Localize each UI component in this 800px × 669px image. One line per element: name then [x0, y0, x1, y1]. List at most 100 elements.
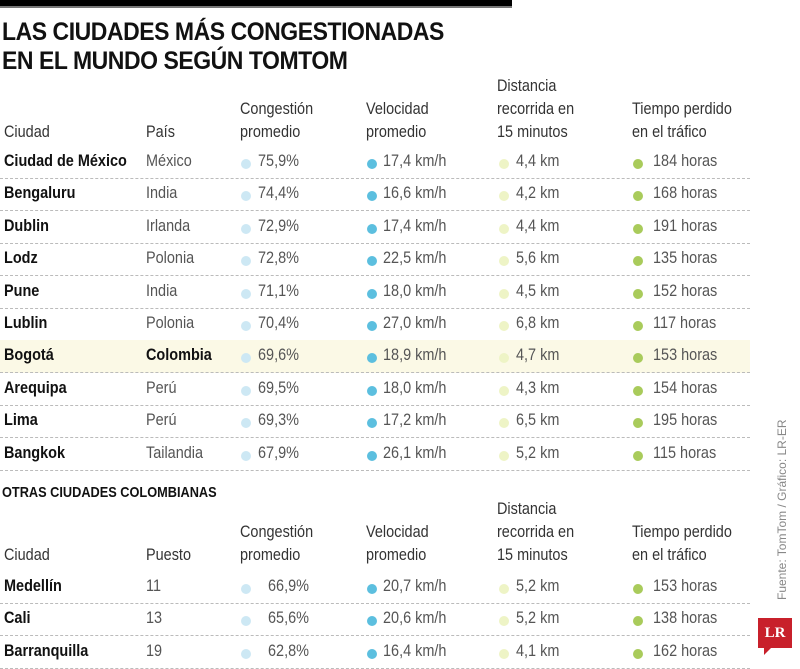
time-dot-icon: [633, 450, 643, 461]
header-velocity: Velocidad promedio: [366, 99, 429, 141]
velocity-value: 26,1 km/h: [383, 442, 447, 462]
distance-value: 6,8 km: [516, 313, 560, 332]
second-col: Perú: [146, 377, 177, 397]
time-lost-value: 168 horas: [653, 183, 718, 203]
time-dot-icon: [633, 223, 643, 234]
time-dot-icon: [633, 353, 643, 364]
velocity-dot-icon: [367, 418, 377, 429]
velocity-dot-icon: [367, 584, 377, 594]
congestion-value: 67,9%: [258, 442, 299, 462]
congestion-value: 71,1%: [258, 280, 299, 300]
velocity-dot-icon: [367, 450, 377, 461]
table-row: Lodz Polonia 72,8% 22,5 km/h 5,6 km 135 horas: [0, 243, 750, 277]
city-name: Cali: [4, 608, 31, 628]
congestion-value: 69,5%: [258, 377, 299, 397]
distance-value: 4,2 km: [516, 183, 560, 203]
distance-value: 5,6 km: [516, 248, 560, 268]
second-col: Colombia: [146, 345, 212, 365]
time-lost-value: 191 horas: [653, 215, 718, 235]
header-second: País: [146, 122, 175, 141]
congestion-dot-icon: [241, 616, 251, 627]
header-velocity: Velocidad promedio: [366, 522, 429, 564]
distance-value: 5,2 km: [516, 442, 560, 462]
table-row: Dublin Irlanda 72,9% 17,4 km/h 4,4 km 191 hor…: [0, 211, 750, 244]
city-name: Dublin: [4, 215, 49, 235]
velocity-value: 18,9 km/h: [383, 345, 447, 365]
time-lost-value: 195 horas: [653, 410, 718, 430]
distance-dot-icon: [499, 159, 509, 169]
velocity-value: 22,5 km/h: [383, 248, 447, 268]
velocity-dot-icon: [367, 223, 377, 234]
header-city: Ciudad: [4, 122, 50, 141]
table-row: Bangkok Tailandia 67,9% 26,1 km/h 5,2 km 115 …: [0, 438, 750, 471]
second-col: Irlanda: [146, 215, 191, 235]
time-lost-value: 152 horas: [653, 280, 718, 300]
time-lost-value: 138 horas: [653, 608, 718, 628]
time-lost-value: 117 horas: [653, 313, 717, 332]
city-name: Bengaluru: [4, 183, 76, 203]
velocity-value: 18,0 km/h: [383, 280, 447, 300]
distance-value: 4,7 km: [516, 345, 560, 365]
congestion-value: 72,9%: [258, 215, 299, 235]
second-col: Perú: [146, 410, 177, 430]
distance-dot-icon: [499, 418, 509, 429]
time-lost-value: 162 horas: [653, 640, 718, 660]
velocity-value: 17,4 km/h: [383, 215, 447, 235]
velocity-value: 16,4 km/h: [383, 640, 447, 660]
congestion-value: 75,9%: [258, 151, 299, 170]
second-col: India: [146, 183, 178, 203]
header-city: Ciudad: [4, 545, 50, 564]
second-col: Polonia: [146, 248, 195, 268]
distance-dot-icon: [499, 191, 509, 202]
second-col: Tailandia: [146, 442, 204, 462]
distance-dot-icon: [499, 450, 509, 461]
city-name: Lodz: [4, 248, 38, 268]
second-col: Polonia: [146, 313, 195, 332]
table-row: Barranquilla 19 62,8% 16,4 km/h 4,1 km 162 ho…: [0, 636, 750, 669]
congestion-value: 70,4%: [258, 313, 299, 332]
velocity-dot-icon: [367, 648, 377, 659]
time-dot-icon: [633, 191, 643, 202]
distance-dot-icon: [499, 256, 509, 267]
top-bar: [0, 0, 512, 8]
congestion-value: 62,8%: [268, 640, 309, 660]
congestion-dot-icon: [241, 288, 251, 299]
second-col: 13: [146, 608, 163, 628]
second-col: México: [146, 151, 192, 170]
second-col: 19: [146, 640, 163, 660]
header-congestion: Congestión promedio: [240, 99, 314, 141]
time-dot-icon: [633, 288, 643, 299]
distance-dot-icon: [499, 584, 509, 594]
table-row: Bogotá Colombia 69,6% 18,9 km/h 4,7 km 153 ho…: [0, 340, 750, 374]
source-credit: Fuente: TomTom / Gráfico: LR-ER: [775, 419, 789, 600]
second-col: 11: [146, 576, 162, 595]
distance-value: 4,4 km: [516, 215, 560, 235]
distance-value: 4,1 km: [516, 640, 560, 660]
congestion-dot-icon: [241, 191, 251, 202]
header-time-lost: Tiempo perdido en el tráfico: [632, 522, 732, 564]
table-row: Pune India 71,1% 18,0 km/h 4,5 km 152 horas: [0, 276, 750, 309]
velocity-dot-icon: [367, 288, 377, 299]
congestion-value: 74,4%: [258, 183, 299, 203]
lr-logo: LR: [758, 618, 792, 655]
header-second: Puesto: [146, 545, 191, 564]
city-name: Lima: [4, 410, 38, 430]
distance-dot-icon: [499, 321, 509, 331]
subtitle: OTRAS CIUDADES COLOMBIANAS: [2, 484, 217, 501]
distance-value: 5,2 km: [516, 608, 560, 628]
velocity-dot-icon: [367, 616, 377, 627]
city-name: Arequipa: [4, 377, 67, 397]
distance-value: 4,3 km: [516, 377, 560, 397]
velocity-dot-icon: [367, 191, 377, 202]
city-name: Bangkok: [4, 442, 66, 462]
time-dot-icon: [633, 418, 643, 429]
velocity-dot-icon: [367, 385, 377, 396]
city-name: Ciudad de México: [4, 151, 127, 170]
velocity-value: 17,2 km/h: [383, 410, 447, 430]
time-dot-icon: [633, 256, 643, 267]
distance-dot-icon: [499, 648, 509, 659]
time-lost-value: 154 horas: [653, 377, 718, 397]
congestion-value: 66,9%: [268, 576, 309, 595]
distance-value: 4,4 km: [516, 151, 560, 170]
time-dot-icon: [633, 648, 643, 659]
